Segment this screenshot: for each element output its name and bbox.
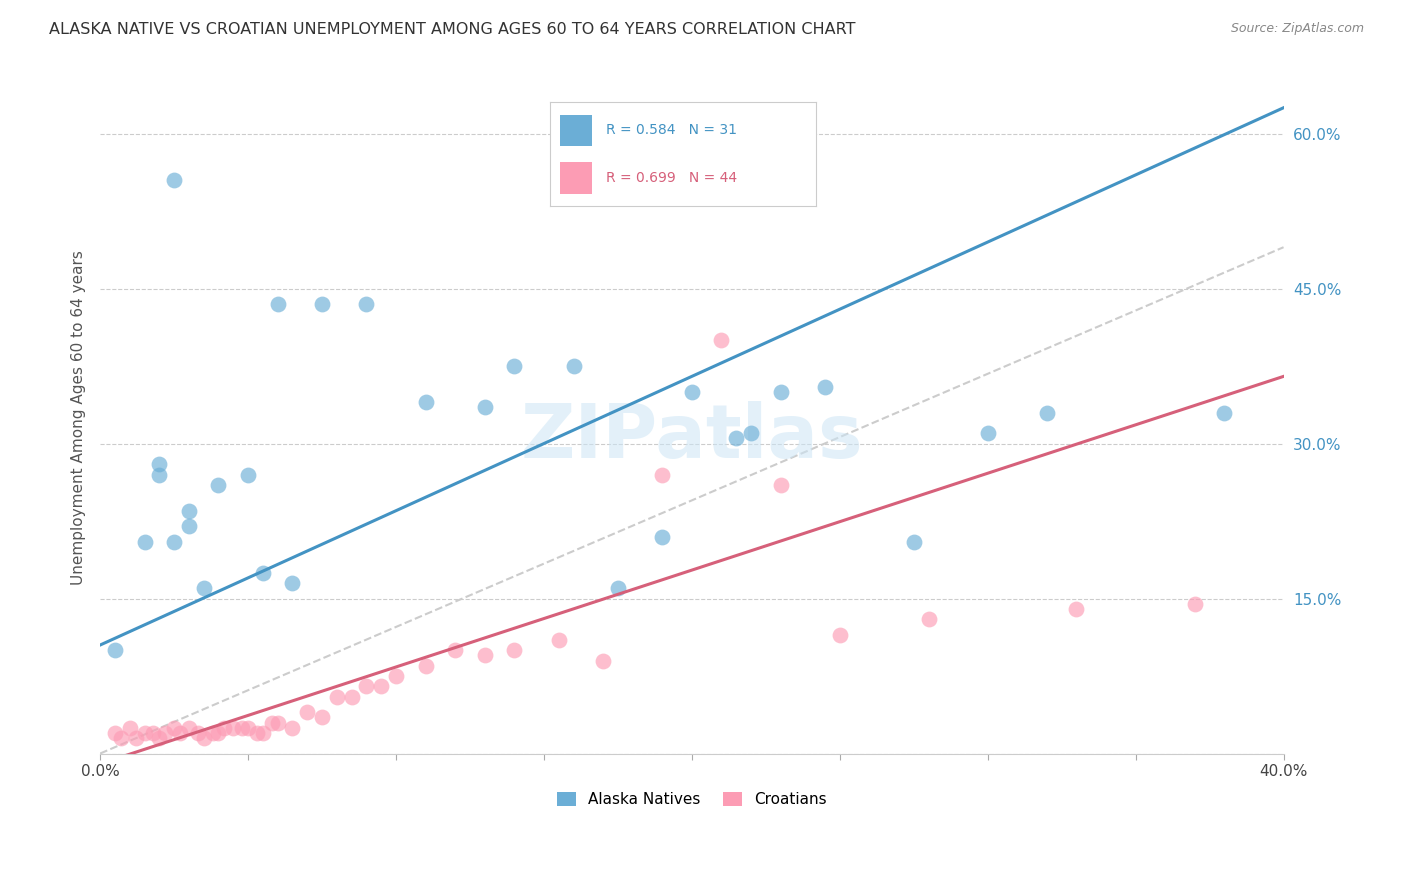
Point — [725, 431, 748, 445]
Point — [903, 534, 925, 549]
Point — [134, 534, 156, 549]
Point — [370, 679, 392, 693]
Point — [769, 478, 792, 492]
Point — [1213, 405, 1236, 419]
Point — [110, 731, 132, 745]
Point — [266, 297, 288, 311]
Point — [311, 297, 333, 311]
Point — [710, 333, 733, 347]
Text: Source: ZipAtlas.com: Source: ZipAtlas.com — [1230, 22, 1364, 36]
Point — [356, 679, 378, 693]
Point — [976, 426, 998, 441]
Point — [681, 384, 703, 399]
Point — [651, 467, 673, 482]
Point — [214, 721, 236, 735]
Point — [124, 731, 146, 745]
Point — [193, 581, 215, 595]
Point — [326, 690, 349, 704]
Point — [474, 401, 496, 415]
Point — [281, 576, 304, 591]
Point — [266, 715, 288, 730]
Point — [444, 643, 467, 657]
Point — [142, 726, 165, 740]
Point — [148, 731, 170, 745]
Point — [356, 297, 378, 311]
Point — [193, 731, 215, 745]
Point — [311, 710, 333, 724]
Y-axis label: Unemployment Among Ages 60 to 64 years: Unemployment Among Ages 60 to 64 years — [72, 251, 86, 585]
Point — [177, 504, 200, 518]
Point — [231, 721, 253, 735]
Point — [118, 721, 141, 735]
Point — [104, 643, 127, 657]
Point — [297, 705, 319, 719]
Point — [201, 726, 224, 740]
Point — [503, 643, 526, 657]
Point — [252, 726, 274, 740]
Point — [163, 721, 186, 735]
Point — [207, 478, 229, 492]
Point — [740, 426, 762, 441]
Point — [177, 721, 200, 735]
Point — [503, 359, 526, 373]
Point — [260, 715, 283, 730]
Point — [246, 726, 269, 740]
Point — [104, 726, 127, 740]
Point — [222, 721, 245, 735]
Point — [1036, 405, 1059, 419]
Point — [606, 581, 628, 595]
Point — [547, 632, 569, 647]
Point — [177, 519, 200, 533]
Point — [187, 726, 209, 740]
Point — [155, 726, 177, 740]
Point — [236, 467, 259, 482]
Point — [415, 395, 437, 409]
Point — [134, 726, 156, 740]
Point — [917, 612, 939, 626]
Point — [592, 653, 614, 667]
Text: ZIPatlas: ZIPatlas — [520, 401, 863, 475]
Point — [385, 669, 408, 683]
Legend: Alaska Natives, Croatians: Alaska Natives, Croatians — [551, 786, 832, 813]
Point — [562, 359, 585, 373]
Point — [148, 457, 170, 471]
Point — [651, 529, 673, 543]
Point — [281, 721, 304, 735]
Point — [169, 726, 191, 740]
Point — [814, 380, 837, 394]
Point — [769, 384, 792, 399]
Point — [163, 173, 186, 187]
Point — [252, 566, 274, 580]
Point — [474, 648, 496, 663]
Point — [207, 726, 229, 740]
Point — [1066, 602, 1088, 616]
Point — [1184, 597, 1206, 611]
Text: ALASKA NATIVE VS CROATIAN UNEMPLOYMENT AMONG AGES 60 TO 64 YEARS CORRELATION CHA: ALASKA NATIVE VS CROATIAN UNEMPLOYMENT A… — [49, 22, 856, 37]
Point — [415, 658, 437, 673]
Point — [828, 628, 851, 642]
Point — [236, 721, 259, 735]
Point — [340, 690, 363, 704]
Point — [148, 467, 170, 482]
Point — [163, 534, 186, 549]
